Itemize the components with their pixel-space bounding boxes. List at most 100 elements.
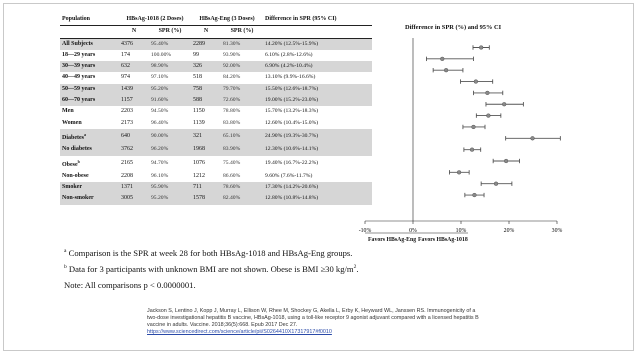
row-label-text: 30—39 years <box>62 63 96 70</box>
row-n1: 1439 <box>119 83 149 96</box>
favors-1018-label: Favors HBsAg-1018 <box>418 237 468 243</box>
row-difference-text: 6.10% (2.8%-12.6%) <box>265 51 313 58</box>
row-n1: 2208 <box>119 171 149 182</box>
row-label-text: Women <box>62 119 82 126</box>
group2-header: HBsAg-Eng (3 Doses) <box>191 14 263 27</box>
row-spr1: 98.90% <box>149 61 191 73</box>
table-row: 18—29 years 174 100.00% 99 93.90% 6.10% (2.8%… <box>60 50 372 61</box>
row-difference: 12.60% (10.4%-15.0%) <box>263 118 372 129</box>
table-row: No diabetes 3762 96.20% 1968 83.90% 12.30% (1… <box>60 144 372 156</box>
footnote-b-end: . <box>356 264 359 274</box>
row-spr2-text: 92.00% <box>223 63 241 70</box>
row-spr1-text: 98.90% <box>151 63 169 70</box>
favors-eng-label: Favors HBsAg-Eng <box>368 237 417 243</box>
row-spr1-text: 95.20% <box>151 85 169 92</box>
n2-header: N <box>191 25 221 39</box>
footnote-b-text: Data for 3 participants with unknown BMI… <box>66 264 354 274</box>
row-n1-text: 1439 <box>121 85 133 92</box>
row-label: No diabetes <box>60 144 119 156</box>
row-label: Obeseb <box>60 156 119 171</box>
row-spr1-text: 91.60% <box>151 97 169 104</box>
row-n1: 2173 <box>119 118 149 129</box>
point-estimate <box>479 45 484 50</box>
row-n2: 1968 <box>191 144 221 156</box>
row-difference: 17.30% (14.2%-20.6%) <box>263 182 372 194</box>
row-spr1-text: 95.40% <box>151 40 169 47</box>
row-n1: 3762 <box>119 144 149 156</box>
row-spr2: 79.70% <box>221 83 263 96</box>
footnote-b-sup: 2 <box>353 264 357 271</box>
table-row: 50—59 years 1439 95.20% 758 79.70% 15.50% (12… <box>60 83 372 96</box>
footnote-a: a Comparison is the SPR at week 28 for b… <box>64 248 352 258</box>
row-spr1-text: 97.10% <box>151 74 169 81</box>
x-tick-label: 30% <box>552 228 563 234</box>
row-n2: 1150 <box>191 106 221 117</box>
row-n1-text: 3762 <box>121 146 133 153</box>
row-difference: 19.40% (16.7%-22.2%) <box>263 156 372 171</box>
row-n2: 99 <box>191 50 221 61</box>
n1-header: N <box>119 25 149 39</box>
row-spr2: 93.90% <box>221 50 263 61</box>
row-spr1: 96.40% <box>149 118 191 129</box>
row-label: 18—29 years <box>60 50 119 61</box>
row-label: 30—39 years <box>60 61 119 73</box>
row-n1-text: 974 <box>121 74 130 81</box>
row-label: All Subjects <box>60 38 119 50</box>
row-spr2: 82.40% <box>221 193 263 205</box>
row-difference: 13.10% (9.9%-16.6%) <box>263 72 372 83</box>
row-label: 60—70 years <box>60 95 119 107</box>
row-difference: 12.30% (10.6%-14.1%) <box>263 144 372 156</box>
group1-header: HBsAg-1018 (2 Doses) <box>119 14 191 27</box>
row-n1: 3005 <box>119 193 149 205</box>
row-label-text: Smoker <box>62 184 82 191</box>
x-tick-label: -10% <box>359 228 372 234</box>
row-n2: 588 <box>191 95 221 107</box>
footnote-b: b Data for 3 participants with unknown B… <box>64 264 359 274</box>
row-spr2: 81.30% <box>221 38 263 50</box>
row-n2: 326 <box>191 61 221 73</box>
citation-text: Jackson S, Lentino J, Kopp J, Murray L, … <box>147 308 479 328</box>
row-spr2: 92.00% <box>221 61 263 73</box>
point-estimate <box>456 170 462 175</box>
row-spr2: 84.20% <box>221 72 263 83</box>
row-n1-text: 2208 <box>121 172 133 179</box>
row-difference: 15.70% (13.2%-18.3%) <box>263 106 372 117</box>
row-n1: 2165 <box>119 156 149 171</box>
row-n1-text: 632 <box>121 63 130 70</box>
row-spr1: 96.10% <box>149 171 191 182</box>
row-n2: 1578 <box>191 193 221 205</box>
row-n2-text: 2289 <box>193 40 205 47</box>
note-pvalue: Note: All comparisons p < 0.0000001. <box>64 280 196 290</box>
row-difference: 6.90% (4.2%-10.4%) <box>263 61 372 73</box>
row-difference: 15.50% (12.6%-18.7%) <box>263 83 372 96</box>
table-row: Obeseb 2165 94.70% 1076 75.40% 19.40% (16.7%-… <box>60 156 372 171</box>
row-label-sup: a <box>84 131 86 137</box>
row-label: 40—49 years <box>60 72 119 83</box>
row-n1: 2203 <box>119 106 149 117</box>
row-spr1: 95.90% <box>149 182 191 194</box>
row-label-text: Obese <box>62 161 78 168</box>
row-n1: 174 <box>119 50 149 61</box>
row-n1-text: 2203 <box>121 108 133 115</box>
row-spr1-text: 96.20% <box>151 146 169 153</box>
row-n2-text: 588 <box>193 97 202 104</box>
row-spr2-text: 84.20% <box>223 74 241 81</box>
row-spr1: 94.70% <box>149 156 191 171</box>
row-n1: 632 <box>119 61 149 73</box>
row-spr1-text: 95.20% <box>151 195 169 202</box>
row-n2-text: 99 <box>193 51 199 58</box>
row-spr2-text: 78.60% <box>223 184 241 191</box>
row-difference-text: 24.90% (19.3%-30.7%) <box>265 132 319 139</box>
row-difference: 9.60% (7.6%-11.7%) <box>263 171 372 182</box>
row-difference-text: 15.70% (13.2%-18.3%) <box>265 108 319 115</box>
point-estimate <box>469 147 475 152</box>
row-n1-text: 3005 <box>121 195 133 202</box>
row-n2-text: 326 <box>193 63 202 70</box>
row-spr1: 95.20% <box>149 193 191 205</box>
row-spr1: 90.00% <box>149 128 191 145</box>
row-label-text: Non-obese <box>62 172 89 179</box>
row-n2-text: 321 <box>193 132 202 139</box>
row-n2-text: 1139 <box>193 119 205 126</box>
row-spr2: 83.90% <box>221 144 263 156</box>
citation-link[interactable]: https://www.sciencedirect.com/science/ar… <box>147 328 332 335</box>
